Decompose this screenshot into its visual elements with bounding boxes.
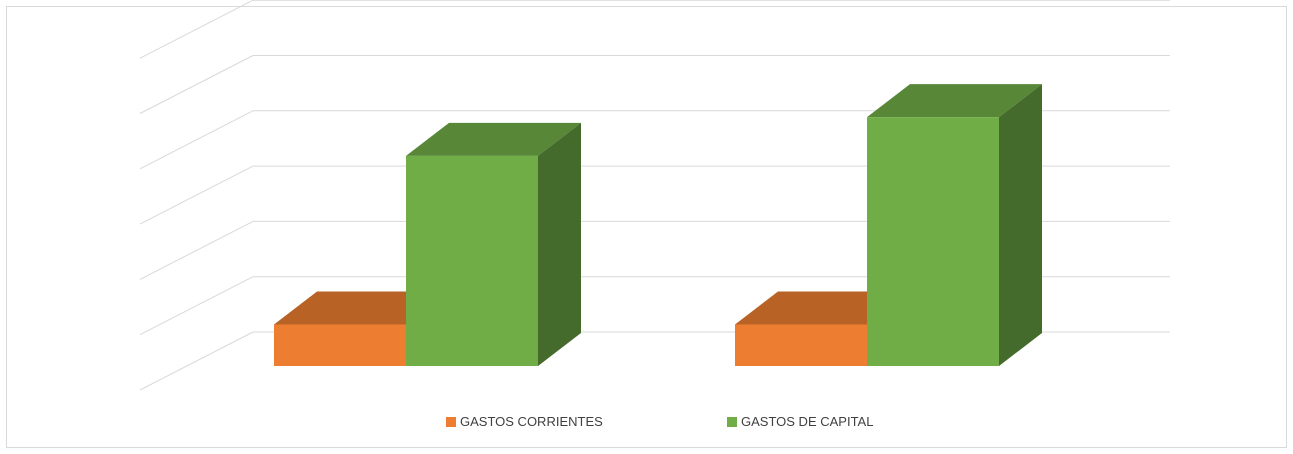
bar-front-face — [735, 324, 867, 366]
gridline-side — [139, 331, 254, 391]
bar-front-face — [406, 155, 538, 366]
bar-gastos-corrientes-2 — [735, 291, 910, 366]
bar-top-face — [406, 122, 581, 156]
legend-item-gastos-de-capital: GASTOS DE CAPITAL — [727, 414, 873, 429]
bars — [274, 84, 1042, 367]
gridline-side — [139, 0, 254, 59]
bar-front-face — [274, 324, 406, 366]
legend-swatch-gastos-corrientes — [446, 416, 456, 427]
bar-top-face — [735, 291, 910, 325]
legend-swatch-gastos-de-capital — [727, 416, 737, 427]
legend-label-gastos-corrientes: GASTOS CORRIENTES — [460, 414, 603, 429]
gridline-side — [139, 55, 254, 114]
bar-front-face — [867, 117, 999, 367]
gridline-side — [139, 165, 254, 225]
legend-item-gastos-corrientes: GASTOS CORRIENTES — [446, 414, 603, 429]
legend: GASTOS CORRIENTES GASTOS DE CAPITAL — [0, 414, 1293, 438]
legend-label-gastos-de-capital: GASTOS DE CAPITAL — [741, 414, 874, 429]
bar-side-face — [538, 122, 581, 366]
gridline-side — [139, 110, 254, 170]
gridline-side — [139, 276, 254, 336]
bar-top-face — [274, 291, 449, 325]
bar-gastos-de-capital-1 — [406, 122, 581, 366]
gridline-side — [139, 220, 254, 280]
bar-side-face — [999, 84, 1042, 367]
bar-top-face — [867, 84, 1042, 118]
chart-frame — [6, 6, 1287, 448]
bar-gastos-de-capital-2 — [867, 84, 1042, 367]
